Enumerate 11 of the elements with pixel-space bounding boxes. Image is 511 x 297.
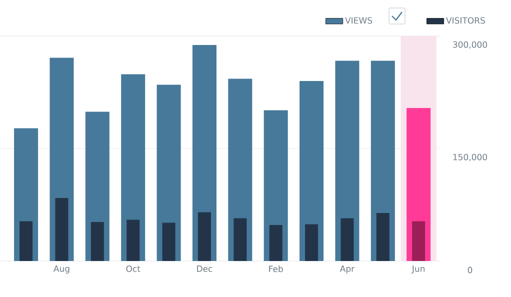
x-tick-label: Feb — [269, 266, 283, 272]
x-tick-label: Oct — [126, 266, 140, 272]
y-tick-label: 300,000 — [453, 41, 488, 49]
y-tick-label: 150,000 — [453, 154, 488, 162]
x-tick-label: Dec — [197, 266, 212, 272]
x-tick-label: Jun — [412, 266, 425, 274]
x-tick-label: Apr — [340, 266, 355, 274]
legend-label: VIEWS — [345, 17, 372, 24]
x-tick-label: Aug — [54, 266, 70, 274]
y-tick-label: 0 — [468, 266, 472, 274]
legend-label: VISITORS — [446, 17, 485, 24]
